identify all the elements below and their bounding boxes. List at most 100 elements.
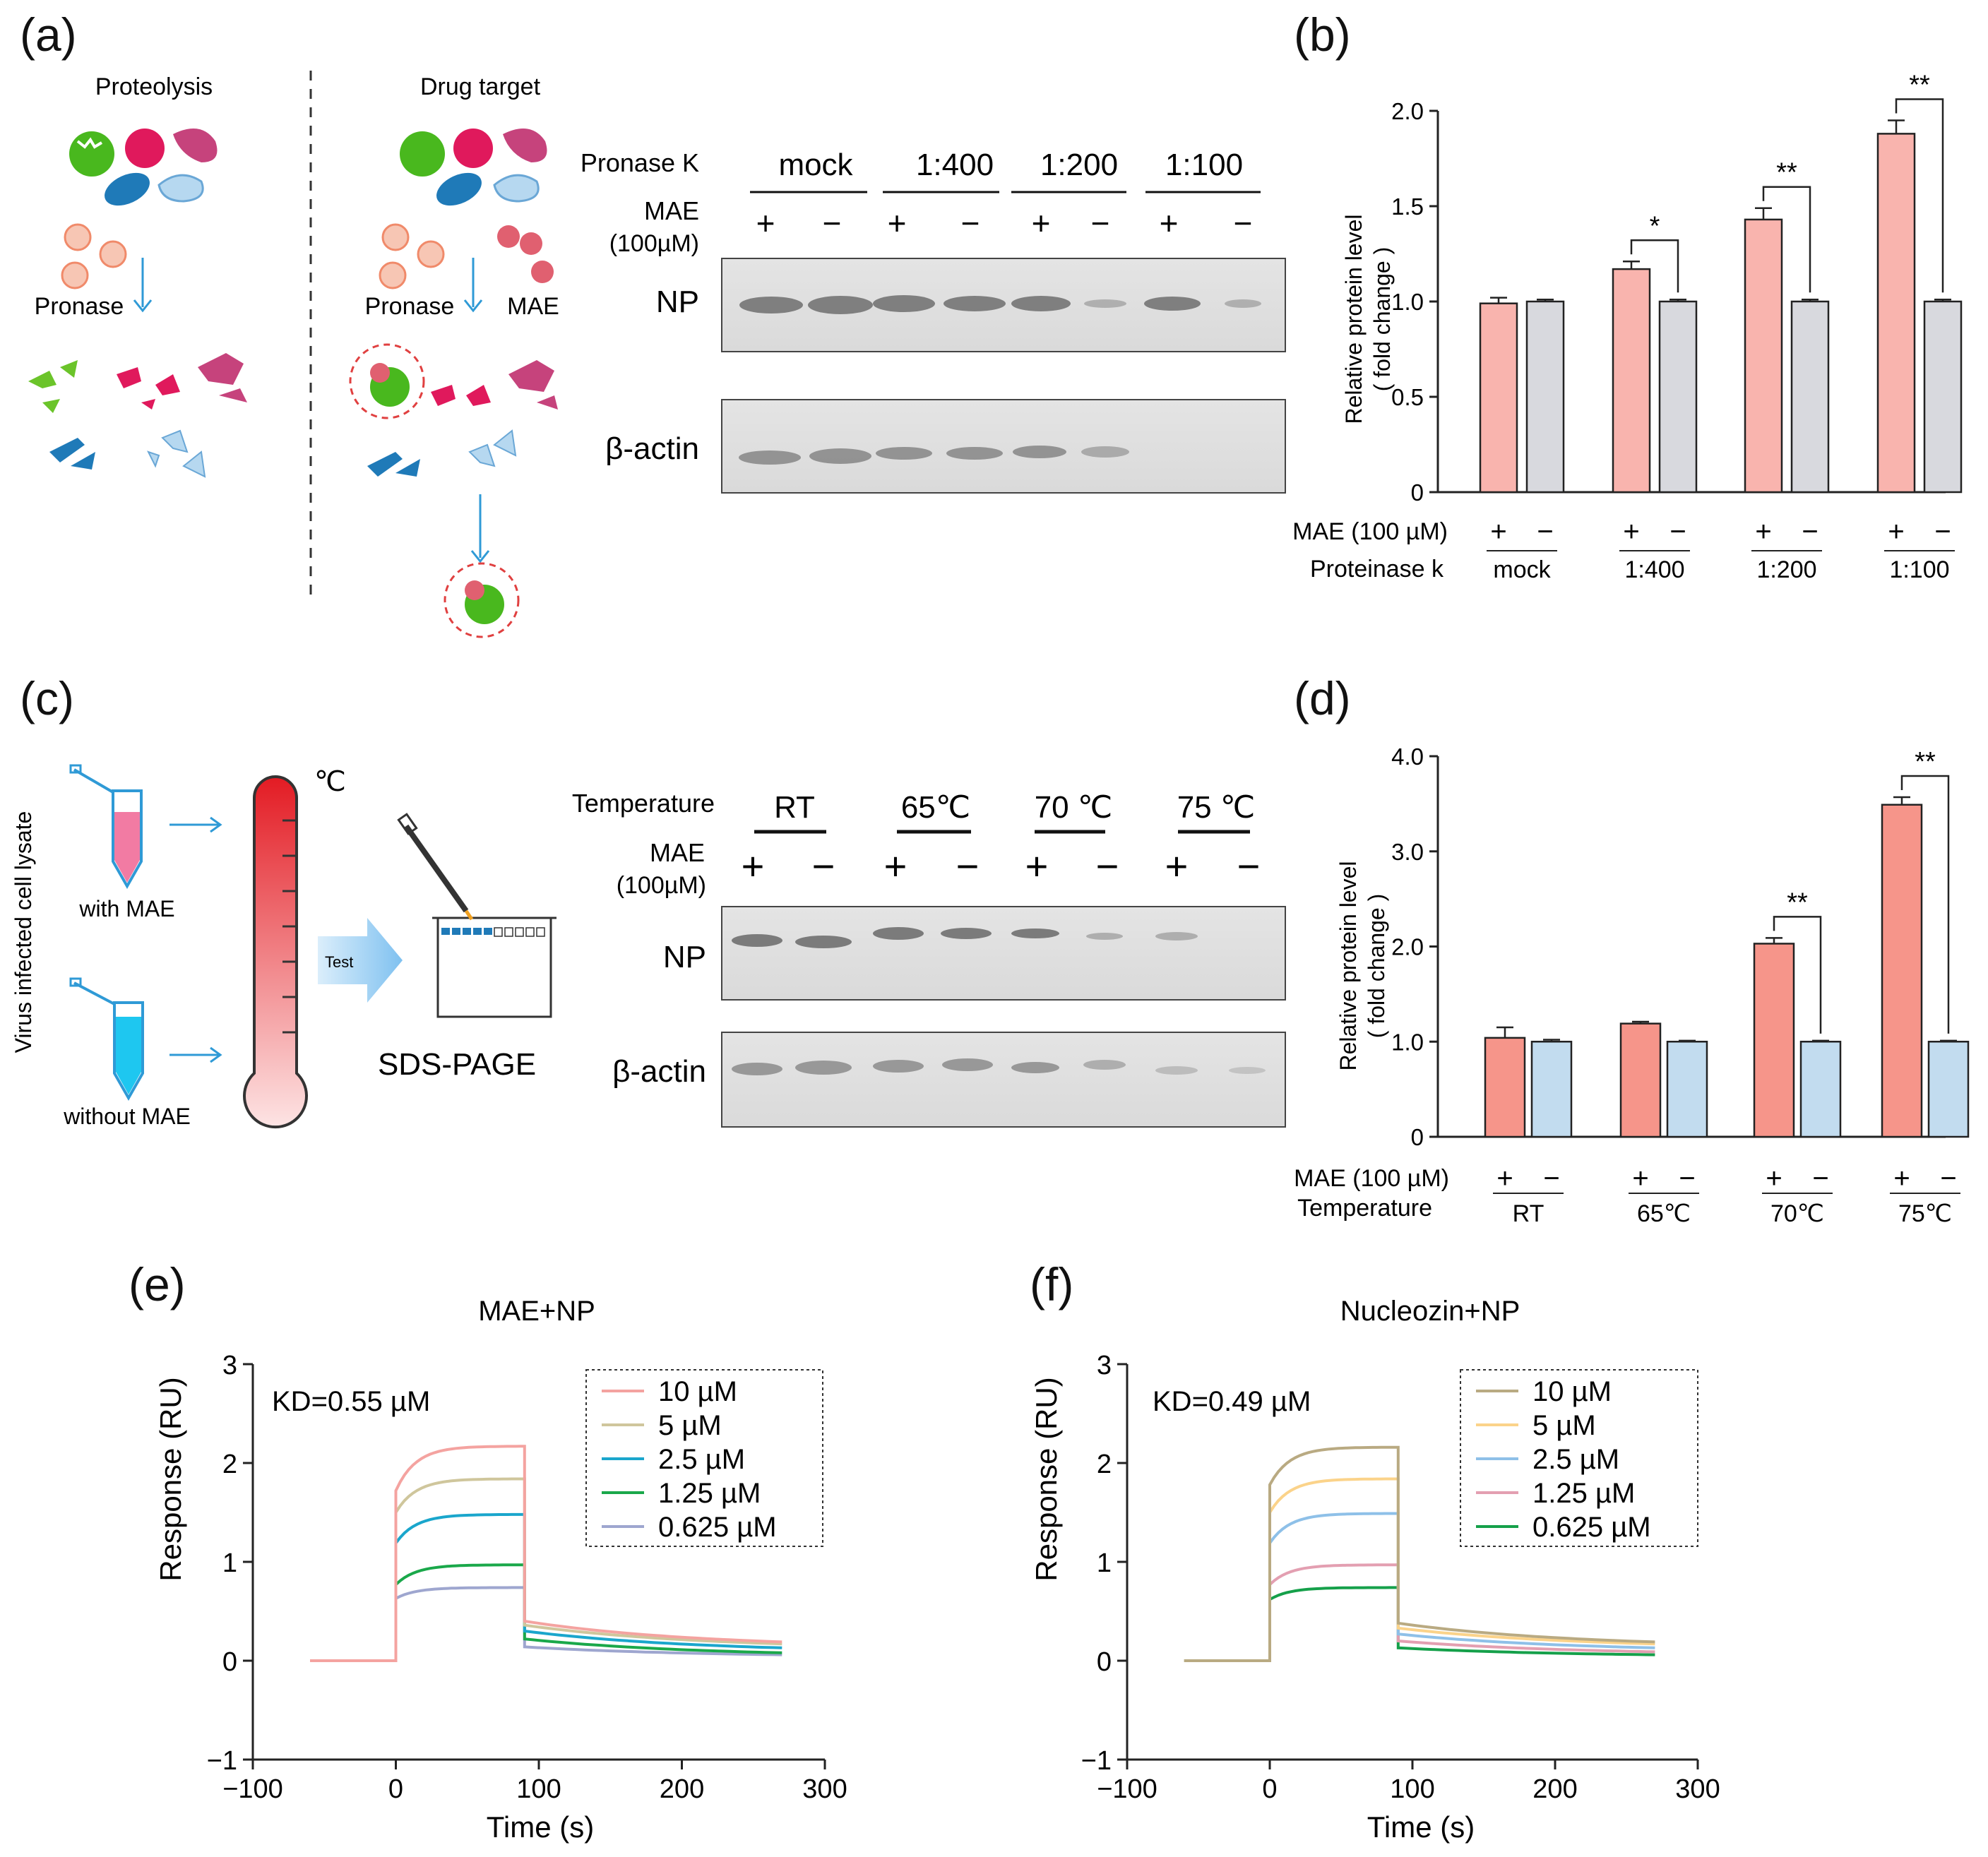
series-line xyxy=(1184,1586,1655,1662)
blot-a-np-bands xyxy=(739,295,1261,314)
pronase-dots-left-icon xyxy=(61,223,127,289)
chart-f: Nucleozin+NP KD=0.49 µM Time (s) Respons… xyxy=(1030,1296,1720,1844)
bar xyxy=(1484,1037,1526,1138)
legend-label: 2.5 µM xyxy=(1532,1444,1619,1475)
y-tick-label: 3.0 xyxy=(1391,839,1424,865)
blot-c-np-label: NP xyxy=(663,940,706,974)
blot-a-sign: + xyxy=(1032,205,1051,241)
bar xyxy=(1619,1022,1662,1138)
sign-label: + xyxy=(1632,1163,1648,1194)
sign-label: + xyxy=(1490,516,1506,547)
blot-c-actin-membrane xyxy=(721,1032,1286,1128)
significance-bracket xyxy=(1762,186,1811,293)
chart-b-plot: 00.51.01.52.0+ −mock+ −1:400*+ −1:200**+ −1:… xyxy=(1391,71,1963,583)
bar xyxy=(1744,218,1783,494)
y-tick-label: −1 xyxy=(207,1746,237,1776)
blot-c-sign: + xyxy=(1025,844,1049,888)
test-label: Test xyxy=(325,953,353,971)
chart-b: Relative protein level ( fold change ) M… xyxy=(1292,71,1963,583)
category-label: 1:400 xyxy=(1624,556,1684,583)
chart-e-annotation: KD=0.55 µM xyxy=(272,1386,430,1417)
blot-a-np-label: NP xyxy=(656,285,699,319)
y-tick-label: 4.0 xyxy=(1391,744,1424,770)
chart-b-row1-label: MAE (100 µM) xyxy=(1292,518,1448,545)
blot-c-actin-label: β-actin xyxy=(612,1054,706,1089)
blot-a-sign: + xyxy=(1160,205,1179,241)
blot-a-sign: − xyxy=(823,205,842,241)
x-tick-label: 300 xyxy=(802,1774,847,1804)
bar xyxy=(1923,300,1963,494)
chart-e-xlabel: Time (s) xyxy=(487,1810,594,1844)
without-mae-label: without MAE xyxy=(63,1104,191,1129)
sign-label: + xyxy=(1766,1163,1782,1194)
blot-a: Pronase K MAE (100µM) mock 1:400 1:200 1… xyxy=(581,148,1286,494)
down-arrow-bound-icon xyxy=(470,494,490,563)
with-mae-label: with MAE xyxy=(78,896,174,921)
sign-label: − xyxy=(1669,516,1686,547)
y-tick-label: 1.0 xyxy=(1391,1029,1424,1055)
chart-d: Relative protein level ( fold change ) M… xyxy=(1294,744,1970,1227)
y-tick-label: 0 xyxy=(1411,1124,1424,1150)
series-line xyxy=(1184,1445,1655,1662)
panel-c-schematic: Virus infected cell lysate with MAE with… xyxy=(11,764,556,1129)
mae-label: MAE xyxy=(507,293,559,320)
series-line xyxy=(1184,1563,1655,1662)
blot-c: Temperature MAE (100µM) RT 65℃ 70 ℃ 75 ℃… xyxy=(572,789,1286,1128)
y-tick-label: 3 xyxy=(222,1351,237,1380)
blot-a-group-1-200: 1:200 xyxy=(1040,148,1118,182)
y-tick-label: 2 xyxy=(222,1450,237,1479)
y-tick-label: 2.0 xyxy=(1391,934,1424,960)
panel-label-e: (e) xyxy=(129,1258,186,1310)
blot-c-group-70: 70 ℃ xyxy=(1035,790,1113,825)
chart-e-ylabel: Response (RU) xyxy=(154,1377,187,1581)
bar xyxy=(1612,268,1651,494)
panel-label-b: (b) xyxy=(1294,8,1351,61)
sds-page-label: SDS-PAGE xyxy=(378,1047,536,1082)
y-tick-label: 0.5 xyxy=(1391,384,1424,410)
bar xyxy=(1666,1041,1708,1138)
blot-a-sign: − xyxy=(1091,205,1110,241)
legend-label: 5 µM xyxy=(1532,1410,1596,1441)
y-tick-label: 1 xyxy=(222,1548,237,1578)
category-label: 70℃ xyxy=(1770,1200,1824,1227)
fragments-right-icon xyxy=(367,360,558,477)
blot-c-sign: − xyxy=(956,844,980,888)
blot-a-actin-membrane xyxy=(721,399,1286,494)
panel-label-a: (a) xyxy=(20,8,77,61)
bar xyxy=(1753,943,1795,1138)
significance-label: ** xyxy=(1787,888,1808,917)
x-tick-label: 200 xyxy=(1532,1774,1577,1804)
down-arrow-right-icon xyxy=(463,258,483,313)
series-line xyxy=(1184,1477,1655,1662)
arrow-without-icon xyxy=(169,1046,222,1063)
x-tick-label: 200 xyxy=(660,1774,704,1804)
sign-label: − xyxy=(1543,1163,1559,1194)
blot-c-sign: − xyxy=(812,844,835,888)
lysate-label: Virus infected cell lysate xyxy=(11,811,36,1053)
bar xyxy=(1799,1041,1842,1138)
blot-c-sign: − xyxy=(1096,844,1119,888)
significance-label: ** xyxy=(1915,747,1936,777)
blot-a-row-mae: MAE xyxy=(644,196,699,225)
drug-target-title: Drug target xyxy=(420,73,541,100)
bound-complex-icon xyxy=(444,562,520,638)
blot-c-row-mae: MAE xyxy=(650,838,705,867)
y-tick-label: 1.5 xyxy=(1391,193,1424,220)
mae-molecules-icon xyxy=(497,225,554,283)
chart-f-xlabel: Time (s) xyxy=(1367,1810,1475,1844)
chart-d-row1-label: MAE (100 µM) xyxy=(1294,1165,1449,1192)
chart-b-row2-label: Proteinase k xyxy=(1310,556,1444,583)
significance-label: * xyxy=(1650,211,1660,241)
y-tick-label: 2 xyxy=(1097,1450,1112,1479)
blot-c-np-bands xyxy=(732,927,1198,948)
bar xyxy=(1530,1041,1573,1138)
blot-a-sign: − xyxy=(961,205,980,241)
thermometer-icon xyxy=(243,775,308,1129)
sign-label: − xyxy=(1934,516,1951,547)
chart-e-title: MAE+NP xyxy=(478,1296,595,1327)
significance-bracket xyxy=(1630,239,1679,293)
legend-label: 10 µM xyxy=(658,1376,737,1407)
fragments-left-icon xyxy=(28,353,247,478)
x-tick-label: 100 xyxy=(516,1774,561,1804)
celsius-label: ℃ xyxy=(314,766,346,797)
